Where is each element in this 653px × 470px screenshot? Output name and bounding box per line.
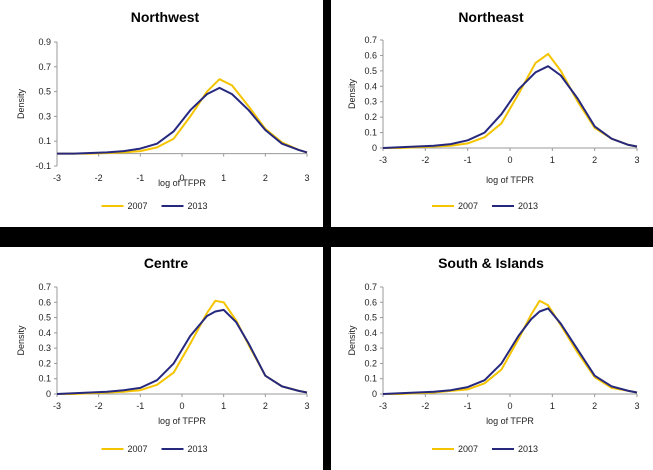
x-tick-label: -1: [136, 401, 144, 411]
y-tick-label: 0.6: [364, 297, 377, 307]
x-tick-label: 3: [304, 401, 309, 411]
y-tick-label: 0.4: [38, 328, 51, 338]
y-tick-label: 0.6: [38, 297, 51, 307]
legend-label-2013: 2013: [188, 201, 208, 211]
panel-centre: Centre 0 0.1 0.2 0.3 0.4 0.5 0.6 0.7 -3 -2 -1 0 1 2 3 De…: [0, 247, 323, 470]
y-tick-label: 0.1: [364, 128, 377, 138]
legend-label-2013: 2013: [188, 444, 208, 454]
chart-title: Centre: [144, 255, 189, 271]
legend-label-2013: 2013: [518, 444, 538, 454]
y-tick-label: 0.2: [38, 358, 51, 368]
chart-title: Northeast: [458, 9, 524, 25]
series-line-2013: [56, 308, 308, 395]
x-tick-label: -1: [136, 173, 144, 183]
x-axis-label: log of TFPR: [158, 416, 206, 426]
y-axis-label: Density: [16, 88, 26, 119]
x-tick-label: 1: [550, 155, 555, 165]
x-tick-label: 3: [304, 173, 309, 183]
series-line-2013: [382, 307, 638, 395]
x-tick-label: 0: [179, 173, 184, 183]
x-tick-label: 2: [263, 401, 268, 411]
legend-label-2007: 2007: [458, 201, 478, 211]
y-tick-label: 0.1: [364, 374, 377, 384]
x-tick-label: 1: [221, 401, 226, 411]
x-tick-label: -2: [421, 401, 429, 411]
legend-label-2007: 2007: [128, 201, 148, 211]
y-tick-label: 0.1: [38, 374, 51, 384]
chart-svg: Centre 0 0.1 0.2 0.3 0.4 0.5 0.6 0.7 -3 -2 -1 0 1 2 3 De…: [16, 255, 310, 454]
x-tick-label: 3: [634, 401, 639, 411]
x-tick-label: 0: [179, 401, 184, 411]
panel-northeast: Northeast 0 0.1 0.2 0.3 0.4 0.5 0.6 0.7 -3 -2 -1 0 1 2…: [331, 0, 653, 227]
y-tick-label: 0: [372, 143, 377, 153]
y-tick-label: 0.7: [38, 62, 51, 72]
y-tick-label: 0.4: [364, 81, 377, 91]
y-tick-label: 0.6: [364, 50, 377, 60]
y-tick-label: 0.5: [38, 87, 51, 97]
y-tick-label: 0.3: [38, 343, 51, 353]
x-tick-label: -1: [464, 401, 472, 411]
x-tick-label: -2: [95, 173, 103, 183]
legend-label-2013: 2013: [518, 201, 538, 211]
y-axis-label: Density: [347, 78, 357, 109]
x-tick-label: -3: [379, 155, 387, 165]
y-tick-label: 0.7: [364, 282, 377, 292]
chart-title: South & Islands: [438, 255, 544, 271]
y-tick-label: 0: [46, 389, 51, 399]
x-axis-label: log of TFPR: [486, 175, 534, 185]
x-tick-label: -3: [379, 401, 387, 411]
legend-label-2007: 2007: [458, 444, 478, 454]
chart-svg: South & Islands 0 0.1 0.2 0.3 0.4 0.5 0.6 0.7 -3 -…: [347, 255, 640, 454]
chart-svg: Northwest -0.1 0.1 0.3 0.5 0.7 0.9 -3 -2 -1 0 1 2 3 De…: [16, 9, 310, 211]
series-line-2007: [57, 78, 308, 155]
x-tick-label: 3: [634, 155, 639, 165]
y-tick-label: 0.1: [38, 136, 51, 146]
x-axis-label: log of TFPR: [158, 178, 206, 188]
x-axis-label: log of TFPR: [486, 416, 534, 426]
x-tick-label: 2: [592, 155, 597, 165]
series-line-2013: [382, 65, 638, 149]
y-axis-label: Density: [347, 325, 357, 356]
x-tick-label: -3: [53, 173, 61, 183]
x-tick-label: -2: [421, 155, 429, 165]
y-tick-label: 0.4: [364, 328, 377, 338]
y-tick-label: 0.5: [38, 313, 51, 323]
x-tick-label: 0: [507, 155, 512, 165]
series-line-2007: [57, 299, 308, 395]
y-tick-label: 0.3: [38, 111, 51, 121]
y-tick-label: 0.7: [364, 35, 377, 45]
x-tick-label: 1: [221, 173, 226, 183]
y-tick-label: 0: [372, 389, 377, 399]
series-line-2007: [383, 299, 638, 395]
chart-title: Northwest: [131, 9, 200, 25]
panel-northwest: Northwest -0.1 0.1 0.3 0.5 0.7 0.9 -3 -2 -1 0 1 2 3 De…: [0, 0, 323, 227]
y-tick-label: -0.1: [35, 161, 51, 171]
y-tick-label: 0.3: [364, 97, 377, 107]
y-tick-label: 0.5: [364, 313, 377, 323]
x-tick-label: -1: [464, 155, 472, 165]
x-tick-label: -3: [53, 401, 61, 411]
x-tick-label: 2: [263, 173, 268, 183]
legend-label-2007: 2007: [128, 444, 148, 454]
panel-south-islands: South & Islands 0 0.1 0.2 0.3 0.4 0.5 0.6 0.7 -3 -…: [331, 247, 653, 470]
series-line-2013: [57, 86, 308, 155]
y-tick-label: 0.2: [364, 358, 377, 368]
y-tick-label: 0.7: [38, 282, 51, 292]
y-tick-label: 0.5: [364, 66, 377, 76]
x-tick-label: 2: [592, 401, 597, 411]
x-tick-label: 0: [507, 401, 512, 411]
x-tick-label: 1: [550, 401, 555, 411]
y-axis-label: Density: [16, 325, 26, 356]
y-tick-label: 0.2: [364, 112, 377, 122]
chart-svg: Northeast 0 0.1 0.2 0.3 0.4 0.5 0.6 0.7 -3 -2 -1 0 1 2…: [347, 9, 640, 211]
y-tick-label: 0.3: [364, 343, 377, 353]
x-tick-label: -2: [95, 401, 103, 411]
y-tick-label: 0.9: [38, 37, 51, 47]
